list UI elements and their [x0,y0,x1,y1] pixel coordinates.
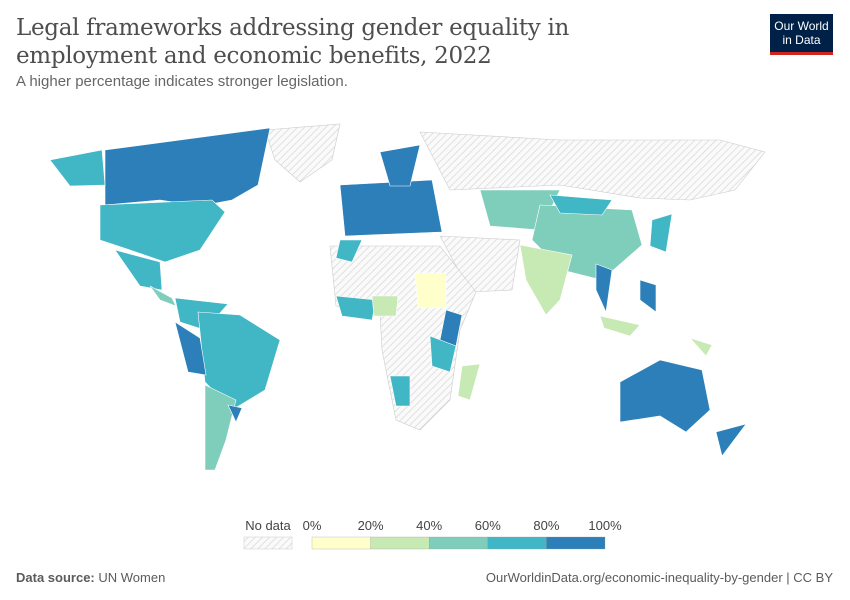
legend-tick-label: 20% [357,518,384,533]
source-value: UN Women [98,570,166,585]
country-shape[interactable] [519,244,573,316]
legend-bin-4 [546,536,606,550]
country-shape[interactable] [197,311,281,411]
country-shape[interactable] [104,127,271,207]
logo-text: Our World in Data [774,19,829,47]
legend-tick-label: 0% [302,518,322,533]
country-shape[interactable] [595,263,613,314]
country-shape[interactable] [227,404,243,423]
country-shape[interactable] [335,295,377,321]
country-shape[interactable] [457,363,481,401]
country-shape[interactable] [599,315,641,337]
data-source: Data source: UN Women [16,570,165,585]
country-shape[interactable] [389,375,411,407]
country-shape[interactable] [429,335,457,373]
country-shape[interactable] [549,194,613,216]
country-shape[interactable] [379,144,421,187]
country-shape[interactable] [419,131,766,201]
country-shape[interactable] [715,423,747,457]
chart-subtitle: A higher percentage indicates stronger l… [16,73,348,90]
country-shape[interactable] [689,337,713,357]
country-shape[interactable] [174,321,207,376]
legend-bin-0 [311,536,371,550]
country-shape[interactable] [649,213,673,253]
footer-url[interactable]: OurWorldinData.org/economic-inequality-b… [485,570,833,585]
country-shape[interactable] [414,272,447,309]
chart-title: Legal frameworks addressing gender equal… [16,15,570,69]
legend-no-data-swatch [243,536,293,550]
country-shape[interactable] [99,199,226,263]
country-shape[interactable] [619,359,711,433]
country-shape[interactable] [639,279,657,313]
legend-bin-2 [429,536,488,550]
legend-bin-1 [370,536,430,550]
legend-tick-label: 60% [474,518,501,533]
world-map[interactable] [0,110,850,510]
country-shape[interactable] [339,179,443,237]
country-shape[interactable] [114,249,163,291]
source-label: Data source: [16,570,95,585]
country-shape[interactable] [371,295,399,317]
legend-tick-label: 100% [588,518,622,533]
legend-tick-label: 80% [533,518,560,533]
country-shape[interactable] [49,149,106,187]
country-shape[interactable] [335,239,363,263]
owid-logo[interactable]: Our World in Data [770,14,833,55]
legend-bin-3 [487,536,547,550]
legend-no-data-label: No data [245,518,291,533]
country-shape[interactable] [204,384,237,471]
country-shape[interactable] [264,123,341,183]
country-shape[interactable] [149,285,177,307]
legend-tick-label: 40% [416,518,443,533]
